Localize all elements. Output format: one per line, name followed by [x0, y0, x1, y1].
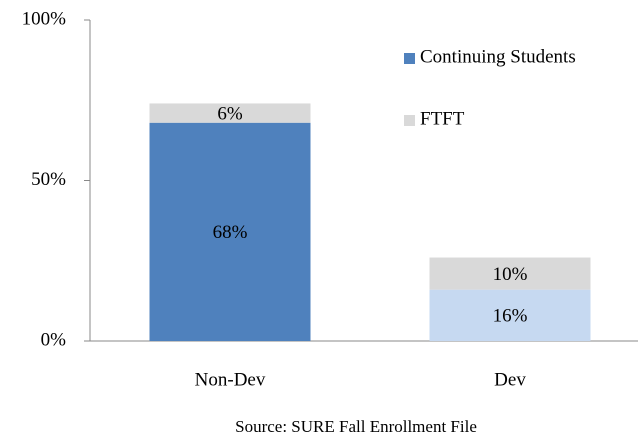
x-tick-label: Non-Dev: [195, 369, 266, 390]
legend-label: FTFT: [420, 108, 465, 129]
legend-swatch: [404, 115, 415, 126]
bar-segment: [149, 103, 311, 123]
value-label: 16%: [493, 306, 528, 327]
x-tick-label: Dev: [494, 369, 526, 390]
value-label: 6%: [217, 103, 243, 124]
legend-swatch: [404, 53, 415, 64]
y-tick-label: 0%: [41, 329, 67, 350]
bar-segment: [149, 122, 311, 341]
legend-label: Continuing Students: [420, 46, 576, 67]
y-tick-label: 100%: [22, 8, 67, 29]
value-label: 68%: [213, 222, 248, 243]
value-label: 10%: [493, 264, 528, 285]
bar-segment: [429, 289, 591, 341]
source-note: Source: SURE Fall Enrollment File: [235, 417, 477, 436]
y-tick-label: 50%: [31, 169, 66, 190]
bar-segment: [429, 257, 591, 290]
